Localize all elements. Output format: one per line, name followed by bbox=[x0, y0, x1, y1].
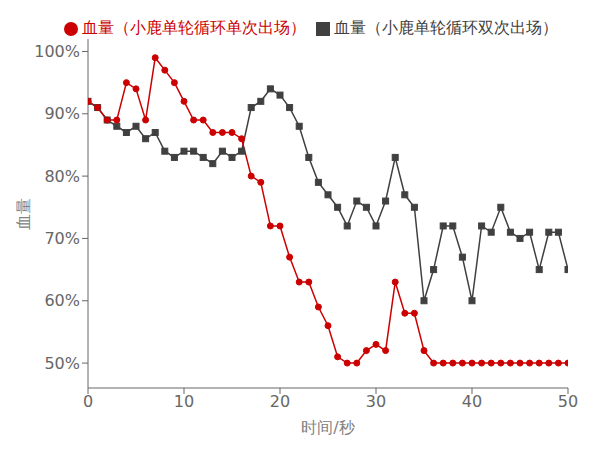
svg-text:0: 0 bbox=[83, 392, 93, 411]
svg-text:时间/秒: 时间/秒 bbox=[301, 418, 354, 437]
svg-text:90%: 90% bbox=[44, 104, 80, 123]
svg-text:80%: 80% bbox=[44, 167, 80, 186]
svg-text:30: 30 bbox=[366, 392, 386, 411]
html-text:血量（小鹿单轮循环双次出场）: 血量（小鹿单轮循环双次出场） bbox=[334, 18, 558, 37]
svg-text:血量: 血量 bbox=[14, 198, 33, 230]
svg-text:60%: 60% bbox=[44, 291, 80, 310]
svg-text:100%: 100% bbox=[34, 42, 80, 61]
html-text:血量（小鹿单轮循环单次出场）: 血量（小鹿单轮循环单次出场） bbox=[82, 18, 306, 37]
svg-text:40: 40 bbox=[462, 392, 482, 411]
svg-text:70%: 70% bbox=[44, 229, 80, 248]
svg-text:20: 20 bbox=[270, 392, 290, 411]
svg-text:10: 10 bbox=[174, 392, 194, 411]
svg-text:50%: 50% bbox=[44, 354, 80, 373]
svg-text:50: 50 bbox=[558, 392, 578, 411]
